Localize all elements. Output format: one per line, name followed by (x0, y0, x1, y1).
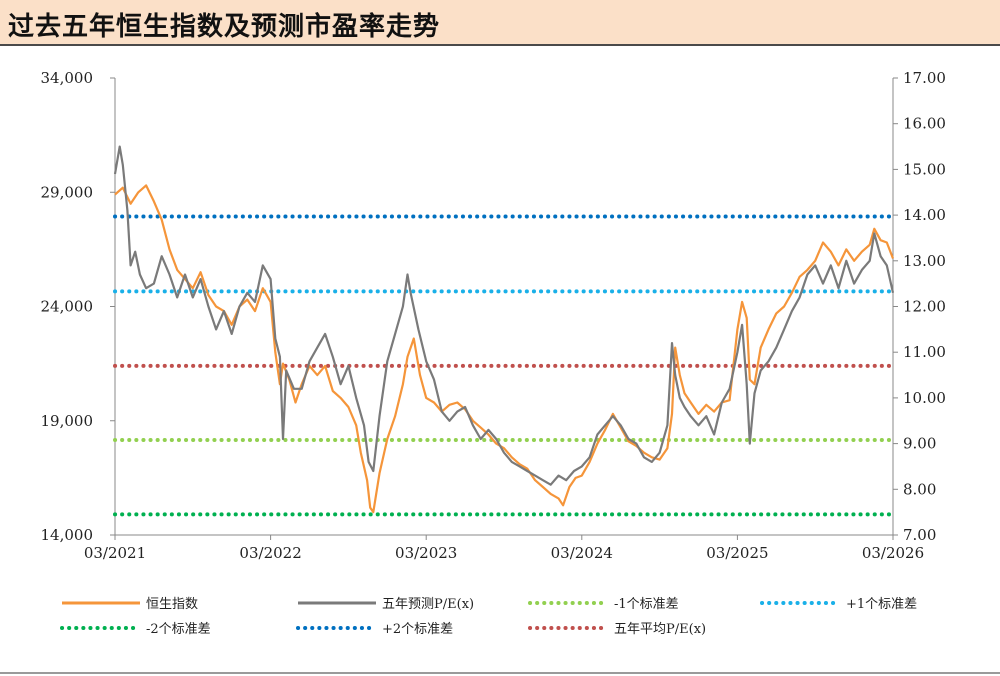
y-right-tick-label: 15.00 (903, 160, 946, 178)
legend-label: -1个标准差 (614, 597, 679, 612)
y-right-tick-label: 14.00 (903, 206, 946, 224)
x-tick-label: 03/2024 (551, 544, 613, 562)
legend-item: +2个标准差 (296, 622, 453, 637)
x-tick-label: 03/2025 (706, 544, 768, 562)
page-title: 过去五年恒生指数及预测市盈率走势 (8, 12, 441, 42)
series-line (114, 184, 895, 514)
y-right-tick-label: 12.00 (903, 298, 946, 316)
y-right-tick-label: 17.00 (903, 69, 946, 87)
legend-item: 五年预测P/E(x) (298, 597, 474, 612)
y-right-tick-label: 8.00 (903, 480, 936, 498)
y-left-tick-label: 29,000 (41, 183, 94, 201)
legend-label: +2个标准差 (382, 622, 453, 637)
y-left-tick-label: 19,000 (41, 412, 94, 430)
y-right-tick-label: 13.00 (903, 252, 946, 270)
y-left-tick-label: 14,000 (41, 526, 94, 544)
legend-label: +1个标准差 (846, 597, 917, 612)
legend-item: 恒生指数 (62, 597, 198, 612)
y-right-tick-label: 9.00 (903, 435, 936, 453)
y-left-tick-label: 34,000 (41, 69, 94, 87)
y-right-tick-label: 7.00 (903, 526, 936, 544)
y-right-tick-label: 10.00 (903, 389, 946, 407)
y-right-tick-label: 16.00 (903, 115, 946, 133)
legend-label: 恒生指数 (146, 597, 198, 612)
legend-item: 五年平均P/E(x) (528, 622, 706, 637)
footer-divider (0, 672, 1000, 674)
y-right-tick-label: 11.00 (903, 343, 946, 361)
x-tick-label: 03/2021 (84, 544, 146, 562)
legend-label: 五年预测P/E(x) (382, 597, 474, 612)
y-left-tick-label: 24,000 (41, 298, 94, 316)
legend-label: 五年平均P/E(x) (614, 622, 706, 637)
legend-item: -1个标准差 (528, 597, 679, 612)
title-bar: 过去五年恒生指数及预测市盈率走势 (0, 0, 1000, 46)
x-tick-label: 03/2022 (239, 544, 301, 562)
x-tick-label: 03/2023 (395, 544, 457, 562)
x-tick-label: 03/2026 (862, 544, 924, 562)
series-line (113, 145, 895, 486)
legend-item: -2个标准差 (60, 622, 211, 637)
legend-label: -2个标准差 (146, 622, 211, 637)
legend-item: +1个标准差 (760, 597, 917, 612)
